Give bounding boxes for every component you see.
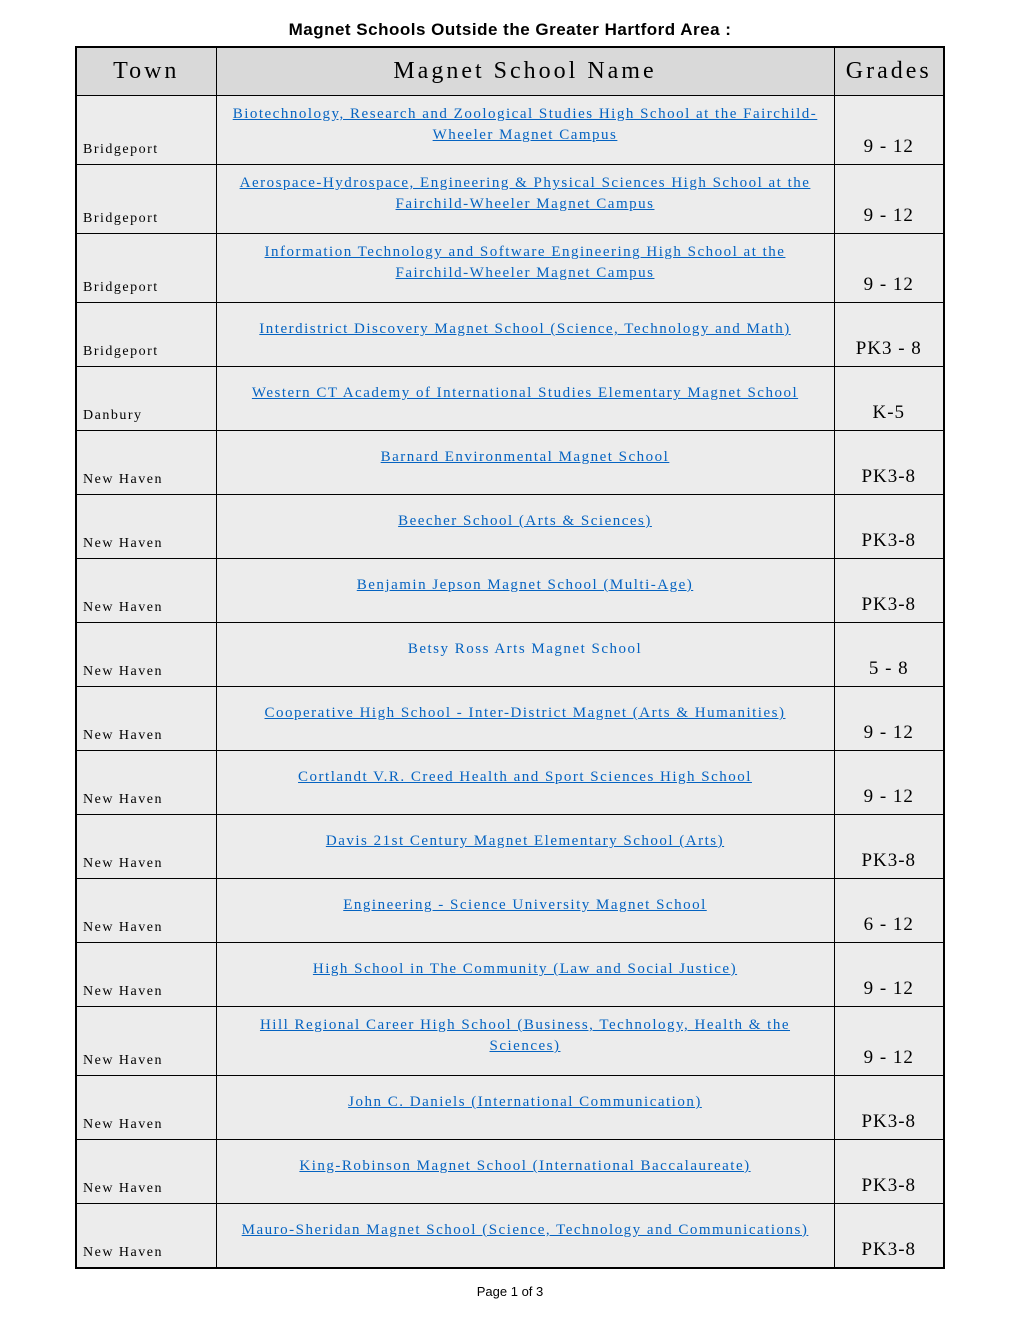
col-header-grades: Grades <box>834 47 944 96</box>
school-link[interactable]: Davis 21st Century Magnet Elementary Sch… <box>326 833 724 849</box>
school-cell: Benjamin Jepson Magnet School (Multi-Age… <box>216 559 834 623</box>
town-cell: Bridgeport <box>76 165 216 234</box>
town-cell: New Haven <box>76 623 216 687</box>
school-cell: Barnard Environmental Magnet School <box>216 431 834 495</box>
school-link[interactable]: Aerospace-Hydrospace, Engineering & Phys… <box>240 175 811 212</box>
grades-cell: PK3-8 <box>834 559 944 623</box>
school-link[interactable]: Information Technology and Software Engi… <box>265 244 786 281</box>
town-cell: New Haven <box>76 1204 216 1268</box>
col-header-town: Town <box>76 47 216 96</box>
table-row: New Haven King-Robinson Magnet School (In… <box>76 1140 944 1204</box>
grades-cell: PK3-8 <box>834 815 944 879</box>
col-header-school: Magnet School Name <box>216 47 834 96</box>
town-cell: New Haven <box>76 687 216 751</box>
schools-table: Town Magnet School Name Grades Bridgepor… <box>75 46 945 1269</box>
school-link[interactable]: Cooperative High School - Inter-District… <box>265 705 786 721</box>
grades-cell: 9 - 12 <box>834 165 944 234</box>
school-cell: Mauro-Sheridan Magnet School (Science, T… <box>216 1204 834 1268</box>
table-row: New Haven Engineering - Science Universit… <box>76 879 944 943</box>
table-header-row: Town Magnet School Name Grades <box>76 47 944 96</box>
town-cell: New Haven <box>76 879 216 943</box>
grades-cell: 9 - 12 <box>834 234 944 303</box>
school-link[interactable]: Western CT Academy of International Stud… <box>252 385 798 401</box>
school-cell: Davis 21st Century Magnet Elementary Sch… <box>216 815 834 879</box>
town-cell: New Haven <box>76 815 216 879</box>
school-cell: John C. Daniels (International Communica… <box>216 1076 834 1140</box>
table-row: Bridgeport Biotechnology, Research and Zo… <box>76 96 944 165</box>
school-cell: Beecher School (Arts & Sciences) <box>216 495 834 559</box>
town-cell: New Haven <box>76 559 216 623</box>
grades-cell: 9 - 12 <box>834 96 944 165</box>
town-cell: New Haven <box>76 751 216 815</box>
school-link[interactable]: High School in The Community (Law and So… <box>313 961 737 977</box>
town-cell: New Haven <box>76 431 216 495</box>
table-row: New Haven Beecher School (Arts & Sciences… <box>76 495 944 559</box>
grades-cell: PK3-8 <box>834 431 944 495</box>
grades-cell: PK3 - 8 <box>834 303 944 367</box>
school-cell: Interdistrict Discovery Magnet School (S… <box>216 303 834 367</box>
page-title: Magnet Schools Outside the Greater Hartf… <box>75 20 945 40</box>
school-cell: Biotechnology, Research and Zoological S… <box>216 96 834 165</box>
town-cell: Bridgeport <box>76 234 216 303</box>
grades-cell: 5 - 8 <box>834 623 944 687</box>
school-link[interactable]: Beecher School (Arts & Sciences) <box>398 513 652 529</box>
grades-cell: K-5 <box>834 367 944 431</box>
grades-cell: PK3-8 <box>834 1204 944 1268</box>
table-row: Danbury Western CT Academy of Internation… <box>76 367 944 431</box>
grades-cell: PK3-8 <box>834 1140 944 1204</box>
town-cell: New Haven <box>76 1076 216 1140</box>
school-link[interactable]: Benjamin Jepson Magnet School (Multi-Age… <box>357 577 693 593</box>
school-link[interactable]: King-Robinson Magnet School (Internation… <box>299 1158 750 1174</box>
grades-cell: 9 - 12 <box>834 943 944 1007</box>
table-row: Bridgeport Aerospace-Hydrospace, Engineer… <box>76 165 944 234</box>
town-cell: Danbury <box>76 367 216 431</box>
town-cell: New Haven <box>76 1140 216 1204</box>
school-link[interactable]: Cortlandt V.R. Creed Health and Sport Sc… <box>298 769 752 785</box>
table-row: New Haven Barnard Environmental Magnet Sc… <box>76 431 944 495</box>
school-link[interactable]: Barnard Environmental Magnet School <box>381 449 670 465</box>
grades-cell: PK3-8 <box>834 495 944 559</box>
table-row: Bridgeport Interdistrict Discovery Magnet… <box>76 303 944 367</box>
grades-cell: 9 - 12 <box>834 687 944 751</box>
school-cell: Cortlandt V.R. Creed Health and Sport Sc… <box>216 751 834 815</box>
table-row: New Haven Betsy Ross Arts Magnet School 5 … <box>76 623 944 687</box>
table-row: New Haven Cooperative High School - Inter… <box>76 687 944 751</box>
school-link[interactable]: John C. Daniels (International Communica… <box>348 1094 702 1110</box>
school-cell: Cooperative High School - Inter-District… <box>216 687 834 751</box>
page-footer: Page 1 of 3 <box>75 1284 945 1299</box>
school-cell: Information Technology and Software Engi… <box>216 234 834 303</box>
school-link[interactable]: Mauro-Sheridan Magnet School (Science, T… <box>242 1222 809 1238</box>
town-cell: New Haven <box>76 495 216 559</box>
table-row: New Haven Mauro-Sheridan Magnet School (S… <box>76 1204 944 1268</box>
school-cell: Hill Regional Career High School (Busine… <box>216 1007 834 1076</box>
school-cell: High School in The Community (Law and So… <box>216 943 834 1007</box>
school-cell: Aerospace-Hydrospace, Engineering & Phys… <box>216 165 834 234</box>
school-link[interactable]: Interdistrict Discovery Magnet School (S… <box>259 321 790 337</box>
school-cell: Western CT Academy of International Stud… <box>216 367 834 431</box>
table-row: New Haven Hill Regional Career High Schoo… <box>76 1007 944 1076</box>
table-row: Bridgeport Information Technology and Sof… <box>76 234 944 303</box>
town-cell: New Haven <box>76 943 216 1007</box>
town-cell: Bridgeport <box>76 96 216 165</box>
grades-cell: 9 - 12 <box>834 751 944 815</box>
school-cell: King-Robinson Magnet School (Internation… <box>216 1140 834 1204</box>
school-link[interactable]: Hill Regional Career High School (Busine… <box>260 1017 790 1054</box>
grades-cell: 9 - 12 <box>834 1007 944 1076</box>
town-cell: Bridgeport <box>76 303 216 367</box>
grades-cell: PK3-8 <box>834 1076 944 1140</box>
table-row: New Haven John C. Daniels (International … <box>76 1076 944 1140</box>
school-name: Betsy Ross Arts Magnet School <box>408 641 642 657</box>
grades-cell: 6 - 12 <box>834 879 944 943</box>
table-row: New Haven High School in The Community (L… <box>76 943 944 1007</box>
table-row: New Haven Davis 21st Century Magnet Eleme… <box>76 815 944 879</box>
school-cell: Betsy Ross Arts Magnet School <box>216 623 834 687</box>
school-cell: Engineering - Science University Magnet … <box>216 879 834 943</box>
school-link[interactable]: Biotechnology, Research and Zoological S… <box>233 106 818 143</box>
town-cell: New Haven <box>76 1007 216 1076</box>
school-link[interactable]: Engineering - Science University Magnet … <box>343 897 707 913</box>
table-row: New Haven Benjamin Jepson Magnet School (… <box>76 559 944 623</box>
table-row: New Haven Cortlandt V.R. Creed Health and… <box>76 751 944 815</box>
